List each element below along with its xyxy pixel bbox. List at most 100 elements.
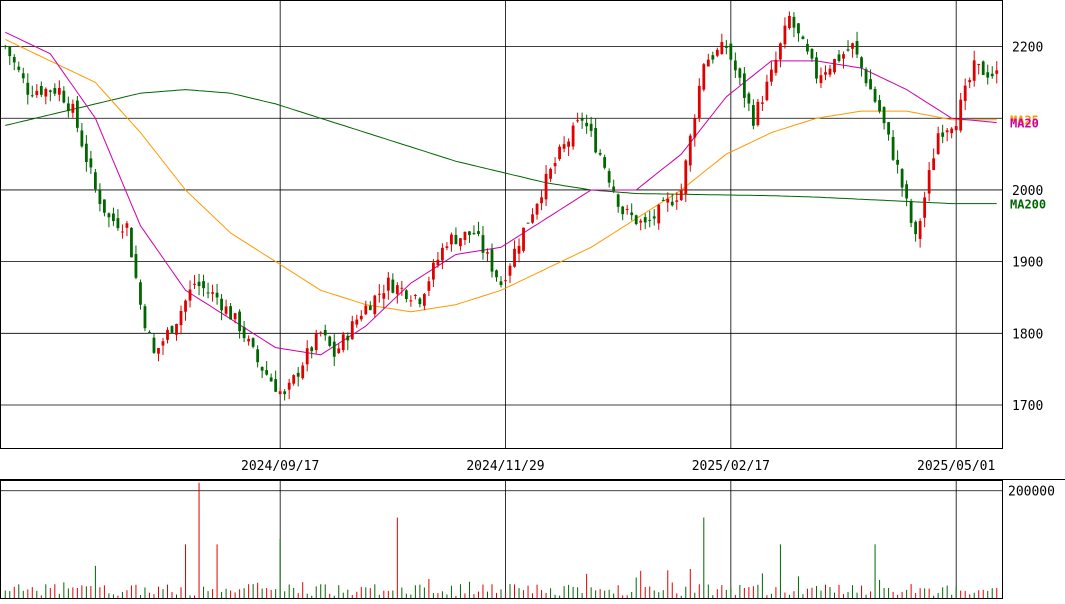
candle-body <box>206 292 210 294</box>
candle-body <box>103 199 106 213</box>
candle-body <box>589 123 593 131</box>
candle-body <box>71 103 75 113</box>
candle-body <box>792 16 796 28</box>
candle-body <box>553 162 557 167</box>
candle-body <box>301 365 305 379</box>
candle-body <box>747 93 751 104</box>
candle-body <box>472 233 476 235</box>
candle-body <box>283 391 287 395</box>
candle-body <box>648 219 652 221</box>
candle-body <box>251 338 255 347</box>
candle-body <box>404 290 408 300</box>
candle-body <box>495 270 498 278</box>
candle-body <box>567 141 570 147</box>
candle-body <box>233 313 237 320</box>
candle-body <box>161 341 165 346</box>
candle-body <box>828 68 832 75</box>
candle-body <box>783 25 787 45</box>
candle-body <box>905 184 909 199</box>
candle-body <box>247 338 251 342</box>
date-tick-label: 2025/02/17 <box>692 459 770 474</box>
candle-body <box>657 204 661 224</box>
candle-body <box>715 49 719 56</box>
candle-body <box>130 227 133 258</box>
candle-body <box>292 375 296 384</box>
candle-body <box>779 43 782 60</box>
candle-body <box>139 282 142 305</box>
candle-body <box>332 341 336 357</box>
candle-body <box>738 68 742 78</box>
candle-body <box>706 59 710 67</box>
ma25-line <box>5 38 997 313</box>
candle-body <box>62 90 66 103</box>
candle-body <box>350 321 354 340</box>
candle-body <box>887 122 890 135</box>
candle-body <box>896 159 899 165</box>
candle-body <box>463 231 467 240</box>
candle-body <box>305 348 309 365</box>
candle-body <box>220 298 223 311</box>
candle-body <box>368 305 372 311</box>
candle-body <box>594 128 598 153</box>
candle-body <box>851 43 854 49</box>
candle-body <box>341 334 345 350</box>
candle-body <box>959 99 963 131</box>
candle-body <box>12 56 16 63</box>
candle-body <box>260 366 264 371</box>
candle-body <box>30 95 34 97</box>
candle-body <box>413 294 417 296</box>
price-tick-label: 2000 <box>1012 184 1043 199</box>
candle-body <box>323 329 327 336</box>
candle-body <box>810 48 814 59</box>
candle-body <box>395 285 399 295</box>
price-tick-label: 1800 <box>1012 327 1043 342</box>
volume-plot-frame <box>0 480 1003 599</box>
candle-body <box>346 335 350 341</box>
candle-body <box>179 310 183 326</box>
candle-body <box>134 253 138 278</box>
candle-body <box>819 75 823 84</box>
candle-body <box>801 36 805 40</box>
candle-body <box>242 327 246 339</box>
candle-body <box>436 259 440 266</box>
candle-body <box>630 212 634 216</box>
candle-body <box>229 306 232 320</box>
candle-body <box>432 262 435 280</box>
candle-body <box>486 252 489 254</box>
candle-body <box>35 90 39 96</box>
candle-body <box>711 55 715 60</box>
candle-body <box>143 306 147 329</box>
candle-body <box>684 160 688 194</box>
candle-body <box>211 292 214 294</box>
candle-body <box>616 194 620 207</box>
candle-body <box>724 45 728 48</box>
candle-body <box>197 281 201 287</box>
candle-body <box>670 201 674 206</box>
price-tick-label: 2200 <box>1012 41 1043 56</box>
candle-body <box>422 294 426 306</box>
candle-body <box>170 326 174 333</box>
candle-body <box>66 103 70 112</box>
candle-body <box>8 46 12 57</box>
candle-body <box>688 135 692 166</box>
date-tick-label: 2024/09/17 <box>241 459 319 474</box>
candle-body <box>215 292 219 298</box>
candle-body <box>57 87 61 95</box>
price-plot-frame <box>0 0 1003 449</box>
candle-body <box>44 88 48 97</box>
candle-body <box>522 227 525 251</box>
candle-body <box>450 234 453 245</box>
candle-body <box>923 197 927 218</box>
candle-body <box>981 61 985 75</box>
candle-body <box>409 300 413 302</box>
candle-body <box>797 23 800 34</box>
candle-body <box>116 218 120 229</box>
candle-body <box>720 42 724 55</box>
candle-body <box>882 107 886 124</box>
candle-body <box>697 85 701 119</box>
candle-body <box>364 305 368 315</box>
candle-body <box>184 300 187 312</box>
price-panel: 1700 1800 1900 2000 2200 2024/09/17 2024/11/29… <box>0 0 1065 480</box>
candle-body <box>612 186 616 192</box>
